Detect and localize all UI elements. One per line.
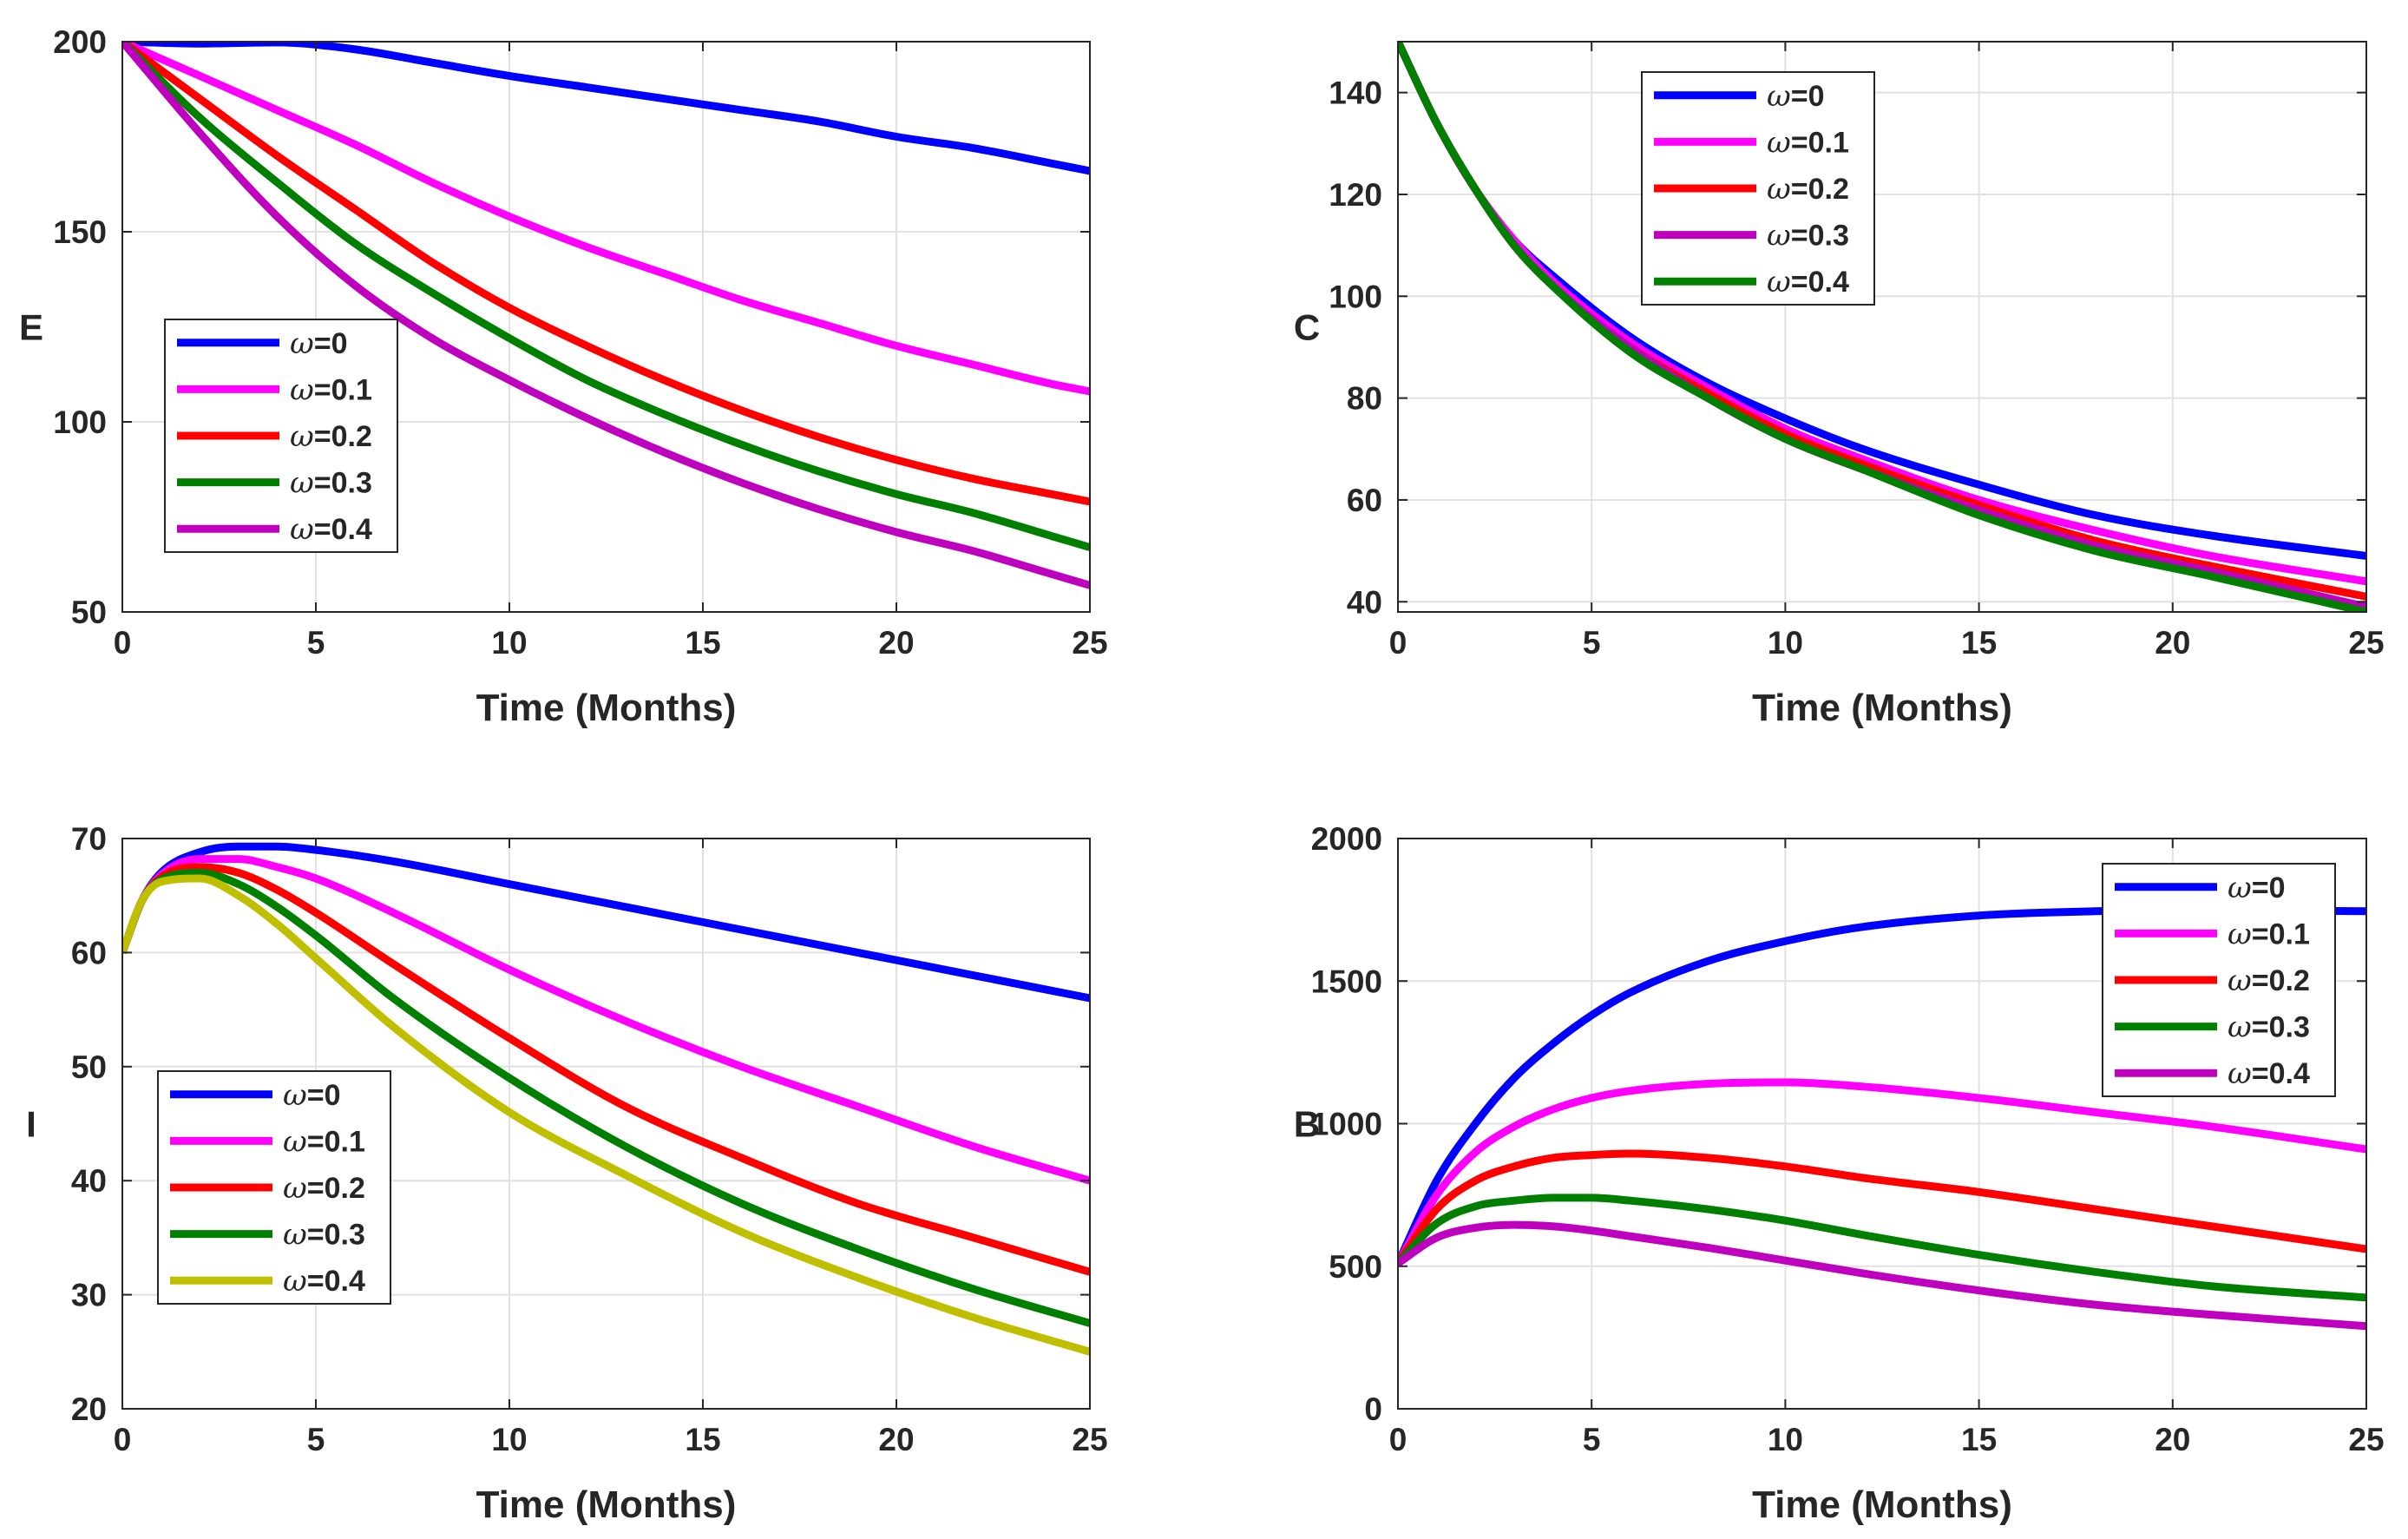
legend-label: ω=0.1	[290, 372, 372, 407]
x-tick-label: 5	[1583, 625, 1601, 661]
series-line-2	[122, 42, 1090, 396]
x-tick-label: 5	[307, 625, 325, 661]
x-tick-label: 25	[1072, 625, 1107, 661]
y-tick-label: 100	[53, 404, 107, 440]
legend: ω=0 ω=0.1 ω=0.2 ω=0.3 ω=0.4	[164, 319, 398, 553]
x-axis-label: Time (Months)	[476, 1483, 737, 1526]
plot-area	[1398, 42, 2366, 612]
legend-label: ω=0.4	[2228, 1056, 2310, 1091]
x-tick-label: 25	[1072, 1422, 1107, 1457]
y-axis-label: E	[19, 307, 43, 348]
x-tick-label: 20	[878, 625, 914, 661]
y-tick-label: 150	[53, 214, 107, 250]
legend-label: ω=0	[2228, 871, 2286, 905]
y-tick-label: 100	[1329, 279, 1382, 314]
x-tick-label: 0	[114, 1422, 132, 1457]
y-tick-label: 2000	[1311, 821, 1382, 857]
legend-label: ω=0.1	[1767, 125, 1849, 160]
series-line-5	[122, 42, 1090, 589]
series-line-5	[1398, 42, 2366, 612]
legend-label: ω=0.4	[283, 1264, 365, 1299]
legend-label: ω=0.3	[2228, 1010, 2310, 1045]
x-tick-label: 15	[1961, 625, 1997, 661]
x-tick-label: 20	[2155, 1422, 2190, 1457]
y-tick-label: 500	[1329, 1249, 1382, 1285]
y-tick-label: 1500	[1311, 964, 1382, 999]
x-axis-label: Time (Months)	[1752, 687, 2012, 729]
legend-label: ω=0.2	[1767, 172, 1849, 207]
legend-label: ω=0.1	[283, 1124, 365, 1159]
legend: ω=0 ω=0.1 ω=0.2 ω=0.3 ω=0.4	[2102, 863, 2336, 1097]
axes-box	[1397, 41, 2367, 613]
y-axis-label: B	[1294, 1104, 1320, 1145]
legend-label: ω=0	[283, 1078, 341, 1113]
x-tick-label: 15	[1961, 1422, 1997, 1457]
legend-label: ω=0	[1767, 79, 1825, 114]
x-tick-label: 10	[1768, 1422, 1803, 1457]
x-axis-label: Time (Months)	[1752, 1483, 2012, 1526]
y-tick-label: 50	[71, 595, 107, 630]
x-tick-label: 10	[1768, 625, 1803, 661]
chart-top-right: 0 5 10 15 20 25 40 60 80 100 120 140 Time (Months) Cω…	[1294, 41, 2385, 729]
legend-label: ω=0.2	[290, 419, 372, 454]
series-line-3	[122, 863, 1090, 1276]
y-axis-label: I	[26, 1104, 36, 1145]
legend-label: ω=0.3	[1767, 219, 1849, 253]
y-tick-label: 50	[71, 1049, 107, 1085]
x-tick-label: 25	[2348, 625, 2384, 661]
x-tick-label: 5	[1583, 1422, 1601, 1457]
series-line-4	[122, 868, 1090, 1327]
y-tick-label: 40	[1347, 584, 1382, 620]
x-tick-label: 0	[1389, 625, 1407, 661]
x-tick-label: 20	[2155, 625, 2190, 661]
series-line-3	[1398, 1149, 2366, 1266]
legend-label: ω=0.1	[2228, 917, 2310, 951]
x-tick-label: 10	[491, 625, 527, 661]
y-tick-label: 30	[71, 1278, 107, 1313]
legend-label: ω=0.2	[283, 1171, 365, 1206]
axes-box	[121, 41, 1091, 613]
legend-label: ω=0.4	[1767, 265, 1849, 299]
y-tick-label: 0	[1364, 1391, 1382, 1427]
x-tick-label: 15	[685, 1422, 720, 1457]
y-tick-label: 120	[1329, 177, 1382, 213]
y-tick-label: 1000	[1311, 1107, 1382, 1142]
series-line-4	[1398, 1194, 2366, 1302]
x-tick-label: 25	[2348, 1422, 2384, 1457]
chart-bottom-right: 0 5 10 15 20 25 0 500 1000 1500 2000 Time (Months) B…	[1294, 821, 2385, 1526]
legend-label: ω=0	[290, 326, 348, 361]
x-tick-label: 20	[878, 1422, 914, 1457]
series-line-5	[122, 874, 1090, 1356]
y-tick-label: 20	[71, 1391, 107, 1427]
series-line-5	[1398, 1220, 2366, 1331]
legend-label: ω=0.2	[2228, 964, 2310, 998]
y-tick-label: 40	[71, 1163, 107, 1199]
series-line-2	[1398, 1078, 2366, 1266]
y-tick-label: 60	[71, 935, 107, 970]
y-tick-label: 80	[1347, 381, 1382, 417]
y-tick-label: 70	[71, 821, 107, 857]
legend-label: ω=0.3	[283, 1218, 365, 1253]
legend-label: ω=0.3	[290, 466, 372, 501]
y-tick-label: 140	[1329, 76, 1382, 111]
y-tick-label: 200	[53, 24, 107, 60]
series-line-3	[122, 42, 1090, 506]
y-tick-label: 60	[1347, 483, 1382, 518]
y-axis-label: C	[1294, 307, 1320, 348]
x-tick-label: 15	[685, 625, 720, 661]
x-tick-label: 10	[491, 1422, 527, 1457]
x-axis-label: Time (Months)	[476, 687, 737, 729]
series-line-2	[122, 855, 1090, 1185]
series-line-4	[122, 42, 1090, 551]
x-tick-label: 5	[307, 1422, 325, 1457]
axes-box	[121, 838, 1091, 1410]
legend-label: ω=0.4	[290, 512, 372, 547]
legend: ω=0 ω=0.1 ω=0.2 ω=0.3 ω=0.4	[157, 1070, 391, 1305]
legend: ω=0 ω=0.1 ω=0.2 ω=0.3 ω=0.4	[1641, 71, 1875, 306]
x-tick-label: 0	[114, 625, 132, 661]
x-tick-label: 0	[1389, 1422, 1407, 1457]
